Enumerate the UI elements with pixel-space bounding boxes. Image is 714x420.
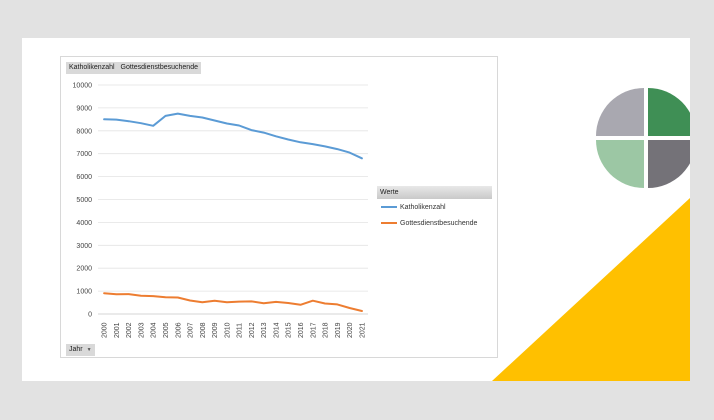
y-tick-label: 5000 [76,197,92,204]
x-tick-label: 2004 [151,322,158,338]
chart-area[interactable] [60,56,498,358]
axis-field-label: Jahr [69,346,83,353]
x-tick-label: 2009 [212,322,219,338]
y-tick-label: 10000 [73,83,93,90]
dropdown-arrow-icon: ▼ [86,347,92,353]
logo-quadrant-bottom-right [648,140,690,188]
quadrant-logo-icon [596,88,690,188]
x-tick-label: 2002 [126,322,133,338]
legend-swatch-katholikenzahl [381,206,397,208]
x-tick-label: 2012 [249,322,256,338]
field-button-gottesdienstbesuchende[interactable]: Gottesdienstbesuchende [117,62,201,74]
x-tick-label: 2019 [335,322,342,338]
value-field-buttons: Katholikenzahl Gottesdienstbesuchende [66,62,201,74]
legend-label: Katholikenzahl [400,203,446,211]
y-tick-label: 0 [88,312,92,319]
x-tick-label: 2020 [347,322,354,338]
x-tick-label: 2003 [138,322,145,338]
x-tick-label: 2005 [163,322,170,338]
legend-swatch-gottesdienstbesuchende [381,222,397,224]
y-tick-label: 2000 [76,266,92,273]
y-tick-label: 8000 [76,128,92,135]
field-button-katholikenzahl[interactable]: Katholikenzahl [66,62,118,74]
x-tick-label: 2011 [237,323,244,338]
series-line-gottesdienstbesuchende [103,292,363,312]
logo-quadrant-bottom-left [596,140,644,188]
x-tick-label: 2007 [188,322,195,338]
axis-field-button-jahr[interactable]: Jahr ▼ [66,344,95,356]
x-tick-label: 2017 [310,322,317,338]
chart-legend: Werte Katholikenzahl Gottesdienstbesuche… [377,186,492,231]
y-tick-label: 1000 [76,289,92,296]
y-tick-label: 7000 [76,151,92,158]
x-tick-label: 2016 [298,322,305,338]
legend-item-katholikenzahl: Katholikenzahl [377,199,492,215]
x-tick-label: 2001 [114,322,121,338]
x-tick-label: 2015 [286,322,293,338]
logo-quadrant-top-right [648,88,690,136]
x-tick-label: 2000 [102,322,109,338]
y-tick-label: 4000 [76,220,92,227]
legend-label: Gottesdienstbesuchende [400,219,478,227]
x-tick-label: 2008 [200,322,207,338]
logo-quadrant-top-left [596,88,644,136]
x-tick-label: 2021 [359,322,366,338]
y-tick-label: 9000 [76,105,92,112]
series-line-katholikenzahl [103,112,363,160]
y-tick-label: 6000 [76,174,92,181]
x-tick-label: 2014 [273,322,280,338]
x-tick-label: 2013 [261,322,268,338]
yellow-accent-triangle [492,198,690,381]
x-tick-label: 2010 [224,322,231,338]
x-tick-label: 2018 [323,322,330,338]
legend-item-gottesdienstbesuchende: Gottesdienstbesuchende [377,215,492,231]
y-tick-label: 3000 [76,243,92,250]
legend-title[interactable]: Werte [377,186,492,199]
x-tick-label: 2006 [175,322,182,338]
